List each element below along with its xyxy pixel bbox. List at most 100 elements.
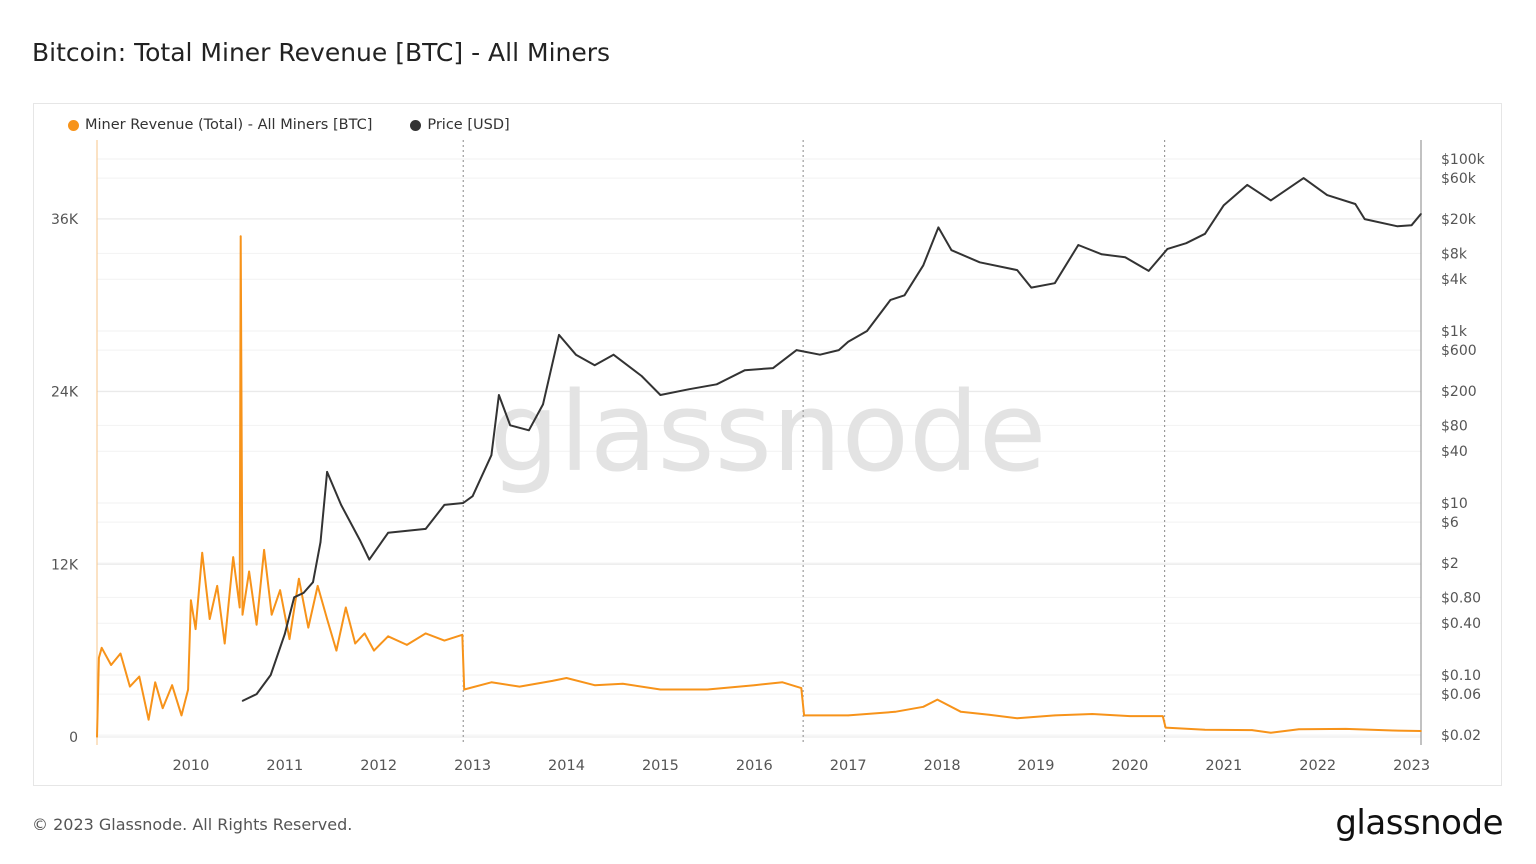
- x-tick-label: 2012: [360, 758, 397, 774]
- data-point: [1016, 717, 1019, 720]
- glassnode-logo: glassnode: [1335, 803, 1503, 843]
- data-point: [1016, 269, 1019, 271]
- data-point: [509, 424, 511, 427]
- y-right-tick-label: $6: [1441, 515, 1459, 531]
- data-point: [387, 532, 389, 534]
- data-point: [161, 707, 164, 710]
- data-point: [288, 638, 291, 640]
- y-right-tick-label: $0.40: [1441, 616, 1481, 632]
- y-right-tick-label: $200: [1441, 384, 1477, 400]
- data-point: [216, 585, 218, 587]
- data-point: [1246, 184, 1249, 186]
- data-point: [368, 558, 371, 561]
- data-point: [988, 713, 990, 716]
- y-right-tick-label: $4k: [1441, 272, 1468, 288]
- data-point: [302, 592, 305, 594]
- data-point: [223, 642, 226, 645]
- data-point: [593, 364, 596, 367]
- data-point: [1410, 224, 1413, 226]
- data-point: [248, 570, 250, 573]
- data-point: [354, 642, 357, 645]
- data-point: [936, 698, 939, 701]
- data-point: [838, 349, 840, 351]
- x-tick-label: 2023: [1393, 758, 1430, 774]
- data-point: [490, 681, 493, 684]
- data-point: [298, 577, 300, 580]
- data-point: [937, 226, 940, 229]
- data-point: [960, 711, 962, 713]
- y-right-tick-label: $80: [1441, 418, 1468, 434]
- data-point: [715, 383, 718, 386]
- data-point: [345, 606, 347, 609]
- x-tick-label: 2022: [1299, 758, 1336, 774]
- data-point: [1392, 729, 1394, 732]
- x-tick-label: 2020: [1111, 758, 1148, 774]
- data-point: [894, 711, 896, 713]
- data-point: [622, 682, 624, 685]
- x-tick-label: 2019: [1018, 758, 1055, 774]
- data-point: [255, 693, 258, 695]
- data-point: [950, 249, 953, 252]
- data-point: [1302, 177, 1305, 179]
- data-point: [795, 349, 798, 351]
- data-point: [1298, 728, 1300, 731]
- data-point: [1124, 256, 1127, 259]
- data-point: [307, 626, 310, 629]
- data-point: [1345, 728, 1347, 730]
- data-point: [593, 684, 596, 686]
- data-point: [180, 714, 183, 717]
- legend-item-miner-revenue[interactable]: Miner Revenue (Total) - All Miners [BTC]: [68, 117, 372, 133]
- legend: Miner Revenue (Total) - All Miners [BTC]…: [68, 117, 510, 133]
- data-point: [1161, 715, 1164, 717]
- series-points-miner-revenue: [96, 235, 1422, 738]
- data-point: [363, 632, 366, 635]
- data-point: [1147, 270, 1150, 272]
- data-point: [293, 596, 295, 599]
- y-left-tick-label: 36K: [51, 212, 79, 228]
- data-point: [1269, 199, 1272, 202]
- data-point: [239, 235, 242, 237]
- data-point: [171, 684, 173, 686]
- y-right-tick-label: $0.02: [1441, 728, 1481, 744]
- data-point: [241, 700, 244, 702]
- legend-dot-dark: [410, 119, 422, 131]
- legend-item-price[interactable]: Price [USD]: [410, 117, 510, 133]
- y-right-tick-label: $100k: [1441, 152, 1486, 168]
- data-point: [96, 736, 98, 738]
- data-point: [744, 369, 746, 372]
- data-point: [424, 528, 427, 530]
- legend-label: Miner Revenue (Total) - All Miners [BTC]: [85, 117, 373, 133]
- data-point: [312, 581, 314, 583]
- data-point: [263, 549, 265, 551]
- chart-frame: [33, 103, 1502, 786]
- data-point: [241, 613, 244, 616]
- data-point: [518, 685, 521, 688]
- data-point: [542, 403, 544, 406]
- data-point: [190, 599, 192, 602]
- x-tick-label: 2011: [266, 758, 303, 774]
- data-point: [565, 677, 568, 679]
- legend-label: Price [USD]: [427, 117, 510, 133]
- data-point: [640, 375, 643, 377]
- data-point: [1166, 248, 1169, 250]
- data-point: [279, 589, 281, 592]
- data-point: [1053, 282, 1056, 284]
- data-point: [326, 471, 328, 473]
- data-point: [269, 674, 272, 676]
- data-point: [110, 664, 112, 666]
- data-point: [1251, 729, 1253, 731]
- y-left-tick-label: 0: [69, 730, 78, 746]
- data-point: [1204, 232, 1206, 235]
- data-point: [803, 714, 805, 717]
- data-point: [978, 261, 981, 264]
- data-point: [922, 264, 925, 267]
- data-point: [612, 353, 615, 356]
- data-point: [238, 606, 241, 609]
- x-tick-label: 2021: [1205, 758, 1242, 774]
- x-tick-label: 2010: [172, 758, 209, 774]
- data-point: [373, 649, 375, 652]
- data-point: [889, 299, 892, 301]
- data-point: [558, 334, 560, 336]
- data-point: [443, 504, 446, 506]
